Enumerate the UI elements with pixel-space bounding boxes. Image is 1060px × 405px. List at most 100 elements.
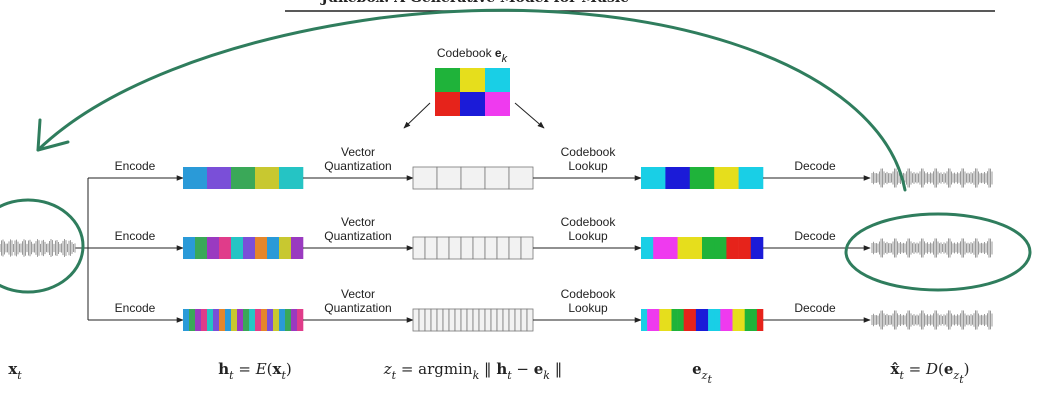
text-part: h [218,360,229,378]
encode-label: Encode [115,301,156,315]
lookup-label: Lookup [568,229,608,243]
text-part: k [543,369,550,382]
embedding-segment [647,309,654,331]
latent-segment [267,309,274,331]
text-part: t [507,369,512,382]
text-part: e [534,360,544,378]
latent-segment [297,309,304,331]
embedding-segment [756,309,764,331]
lookup-label: Codebook [561,145,617,159]
code-box [460,236,474,260]
annotation [0,8,1032,294]
waveform [871,238,993,258]
text-part: x [273,360,283,378]
code-box [502,308,510,332]
codebook-cell [460,68,485,92]
code-box [514,308,522,332]
embedding-segment [665,167,691,189]
annotation-arrowhead [36,118,70,152]
arrow [403,102,431,129]
codebook: Codebook ek [435,46,510,116]
latent-segment [219,309,226,331]
codebook-cell [485,68,510,92]
code-box [418,308,426,332]
latent-segment [243,309,250,331]
code-box [442,308,450,332]
code-box [424,236,438,260]
lookup-label: Lookup [568,301,608,315]
annotation-arc [36,8,907,192]
embedding-segment [738,167,764,189]
embedding-segment [653,237,666,259]
embedding-segment [738,237,752,259]
latent-segment [225,309,232,331]
code-box [520,236,534,260]
latent-segment [261,309,268,331]
codebook-cell [485,92,510,116]
latent-segment [183,167,208,189]
encode-label: Encode [115,159,156,173]
code-box [424,308,432,332]
code-box [526,308,534,332]
encode-label: Encode [115,229,156,243]
text-part: t [392,369,397,382]
text-part: E [255,360,267,378]
latent-segment [255,309,262,331]
code-box [484,166,510,190]
code-box [520,308,528,332]
text-part: ) [964,360,970,378]
text-part: z [383,360,392,378]
text-part: D [925,360,938,378]
text-part: − [512,360,534,378]
code-box [508,236,522,260]
formula: zt = argmink ‖ ht − ek ‖ [383,360,563,382]
embedding-segment [683,309,691,331]
text-part: ( [267,360,273,378]
latent-segment [285,309,292,331]
embedding-segment [738,309,745,331]
quantize-label: Quantization [324,301,391,315]
code-box [484,236,498,260]
waveform [871,168,993,188]
latent-segment [189,309,196,331]
latent-segment [267,237,280,259]
code-box [478,308,486,332]
embedding-segment [671,309,678,331]
code-box [436,166,462,190]
code-box [430,308,438,332]
text-part: t [17,369,22,382]
text-part: t [229,369,234,382]
text-part: x̂ [891,360,901,378]
embedding-segment [726,309,733,331]
codebook-label: Codebook ek [437,46,508,65]
latent-segment [273,309,280,331]
text-part: Codebook [437,46,495,60]
decode-label: Decode [794,229,836,243]
text-part: e [495,46,502,60]
latent-segment [219,237,232,259]
latent-segment [207,237,220,259]
latent-segment [231,237,244,259]
embedding-segment [726,237,739,259]
lookup-label: Lookup [568,159,608,173]
lookup-label: Codebook [561,287,617,301]
code-box [412,166,438,190]
decode-label: Decode [794,159,836,173]
formula: ezt [692,360,712,386]
latent-segment [231,309,238,331]
code-box [454,308,462,332]
text-part: k [502,53,508,65]
embedding-segment [695,309,703,331]
code-box [448,308,456,332]
codebook-cell [435,92,460,116]
latent-segment [249,309,256,331]
latent-segment [195,309,202,331]
waveform [871,310,993,330]
embedding-segment [659,309,666,331]
text-part: t [959,373,964,386]
text-part: ( [938,360,944,378]
